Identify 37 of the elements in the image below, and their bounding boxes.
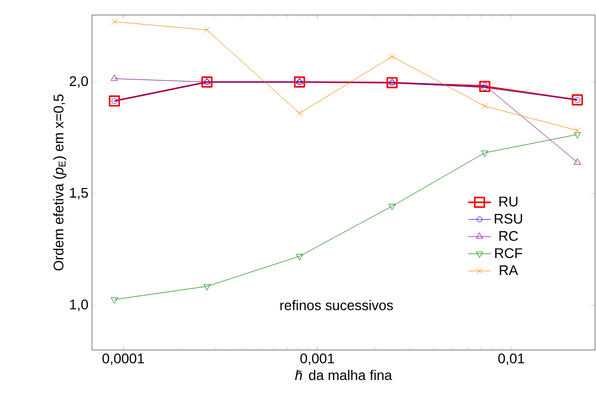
point xyxy=(111,18,118,25)
point xyxy=(572,94,583,106)
point xyxy=(389,53,396,60)
point xyxy=(479,80,490,92)
point xyxy=(294,76,306,88)
point xyxy=(296,254,304,260)
point xyxy=(204,26,210,34)
y-tick-label: 1,0 xyxy=(70,300,88,312)
annotation: refinos sucessivos xyxy=(280,300,393,310)
point xyxy=(481,150,488,157)
point xyxy=(574,127,580,134)
legend-label: RC xyxy=(499,231,518,241)
x-tick-label: 0,001 xyxy=(300,354,334,366)
point xyxy=(108,95,120,107)
legend-label: RCF xyxy=(495,248,522,258)
legend-label: RU xyxy=(499,196,518,206)
point xyxy=(110,297,118,304)
point xyxy=(574,97,580,103)
x-axis-title: h̄ da malha fina xyxy=(295,370,392,380)
point xyxy=(203,284,210,290)
legend-label: RA xyxy=(500,265,518,276)
y-tick-label: 2,0 xyxy=(70,76,88,88)
x-tick-label: 0,0001 xyxy=(102,354,144,366)
point xyxy=(110,74,118,81)
point xyxy=(482,84,488,90)
point xyxy=(112,98,118,104)
point xyxy=(296,110,303,116)
point xyxy=(482,103,488,110)
point xyxy=(481,81,488,88)
point xyxy=(388,204,396,210)
y-tick-label: 1,5 xyxy=(70,188,88,200)
point xyxy=(574,132,581,139)
point xyxy=(574,158,581,165)
point xyxy=(386,77,398,88)
point xyxy=(201,76,213,88)
x-tick-label: 0,01 xyxy=(498,354,524,366)
legend-label: RSU xyxy=(494,214,522,224)
